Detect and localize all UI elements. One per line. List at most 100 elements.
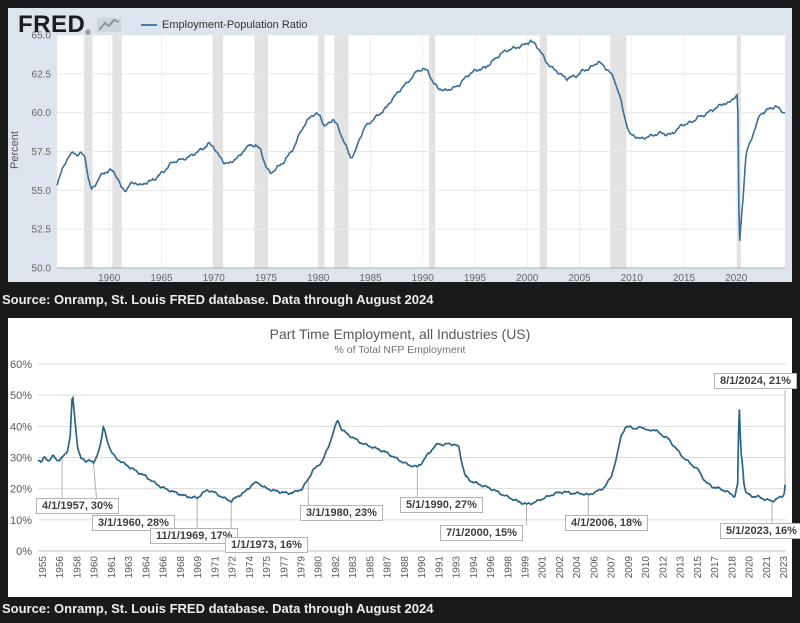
fred-chart-panel: FRED® Employment-Population Ratio Percen… <box>8 8 792 282</box>
x-tick-label: 2015 <box>673 273 696 282</box>
x-tick-label: 1977 <box>279 556 290 579</box>
y-tick-label: 52.5 <box>32 225 52 236</box>
x-tick-label: 2020 <box>745 556 756 579</box>
x-tick-label: 1998 <box>503 556 514 579</box>
x-tick-label: 1980 <box>307 273 330 282</box>
source-note-top: Source: Onramp, St. Louis FRED database.… <box>2 292 434 307</box>
x-tick-label: 1975 <box>262 556 273 579</box>
annotation-callout: 3/1/1980, 23% <box>300 505 383 521</box>
part-time-employment-chart: 0% 10% 20% 30% 40% 50% 60% 1955 1956 1958 1960 1961… <box>10 359 790 579</box>
x-tick-label: 2009 <box>624 556 635 579</box>
x-tick-label: 2010 <box>621 273 644 282</box>
x-tick-label: 1966 <box>159 556 170 579</box>
y-tick-label: 57.5 <box>32 147 52 158</box>
x-tick-label: 1958 <box>72 556 83 579</box>
x-tick-label: 1974 <box>245 556 256 579</box>
x-tick-label: 2015 <box>693 556 704 579</box>
horizontal-gridlines <box>57 34 785 269</box>
chart-title: Part Time Employment, all Industries (US… <box>269 326 531 342</box>
x-tick-label: 1991 <box>434 556 445 579</box>
x-tick-label: 1988 <box>400 556 411 579</box>
x-tick-label: 2013 <box>676 556 687 579</box>
x-tick-label: 2020 <box>725 273 748 282</box>
x-tick-label: 1994 <box>469 556 480 579</box>
x-tick-label: 2000 <box>516 273 539 282</box>
x-tick-label: 2021 <box>762 556 773 579</box>
x-tick-label: 2002 <box>555 556 566 579</box>
y-tick-label: 30% <box>10 453 32 465</box>
employment-population-chart: 50.0 52.5 55.0 57.5 60.0 62.5 65.0 1960 1965 1970… <box>32 31 786 282</box>
y-tick-label: 65.0 <box>32 31 52 42</box>
x-tick-label: 1964 <box>141 556 152 579</box>
chart-subtitle: % of Total NFP Employment <box>334 344 466 356</box>
annotation-callout: 7/1/2000, 15% <box>440 525 523 541</box>
x-tick-label: 1990 <box>417 556 428 579</box>
x-tick-label: 1965 <box>150 273 173 282</box>
x-tick-label: 1982 <box>331 556 342 579</box>
x-tick-label: 1960 <box>90 556 101 579</box>
parttime-chart-panel: Part Time Employment, all Industries (US… <box>8 318 800 597</box>
x-tick-label: 1963 <box>124 556 135 579</box>
x-tick-label: 1970 <box>203 273 226 282</box>
x-tick-label: 1979 <box>296 556 307 579</box>
part-time-series-line <box>37 395 787 506</box>
legend: Employment-Population Ratio <box>141 19 308 31</box>
x-tick-label: 1971 <box>210 556 221 579</box>
x-tick-label: 1990 <box>412 273 435 282</box>
x-tick-label: 2001 <box>538 556 549 579</box>
y-tick-label: 60% <box>10 359 32 371</box>
x-tick-label: 2007 <box>607 556 618 579</box>
x-tick-label: 2023 <box>779 556 790 579</box>
x-tick-label: 1980 <box>314 556 325 579</box>
x-tick-label: 1956 <box>55 556 66 579</box>
y-axis-title: Percent <box>9 131 21 169</box>
x-tick-label: 1985 <box>359 273 382 282</box>
fred-chart-header: FRED® Employment-Population Ratio <box>18 12 308 38</box>
x-tick-label: 2005 <box>568 273 591 282</box>
x-tick-label: 1985 <box>365 556 376 579</box>
x-tick-label: 2004 <box>572 556 583 579</box>
x-tick-label: 1983 <box>348 556 359 579</box>
annotation-callout: 4/1/2006, 18% <box>565 515 648 531</box>
fred-logo-chart-icon <box>97 18 122 32</box>
x-tick-label: 2017 <box>710 556 721 579</box>
annotation-callout: 4/1/1957, 30% <box>36 498 119 514</box>
y-tick-label: 50% <box>10 390 32 402</box>
x-tick-label: 1960 <box>98 273 121 282</box>
x-tick-label: 1975 <box>255 273 278 282</box>
annotation-callout: 1/1/1973, 16% <box>225 537 308 553</box>
registered-mark: ® <box>85 30 92 37</box>
legend-label: Employment-Population Ratio <box>162 19 308 31</box>
y-tick-label: 0% <box>16 546 32 558</box>
y-tick-label: 60.0 <box>32 108 52 119</box>
x-tick-label: 2010 <box>641 556 652 579</box>
x-tick-label: 1969 <box>193 556 204 579</box>
x-tick-label: 2006 <box>589 556 600 579</box>
y-tick-label: 40% <box>10 421 32 433</box>
y-tick-label: 20% <box>10 484 32 496</box>
employment-population-series-line <box>56 39 786 241</box>
x-tick-label: 2012 <box>658 556 669 579</box>
horizontal-gridlines <box>38 363 786 552</box>
y-tick-label: 10% <box>10 515 32 527</box>
fred-logo: FRED® <box>18 11 92 38</box>
x-tick-label: 1968 <box>176 556 187 579</box>
x-tick-label: 1972 <box>228 556 239 579</box>
source-note-bottom: Source: Onramp, St. Louis FRED database.… <box>2 601 434 616</box>
x-tick-label: 1995 <box>464 273 487 282</box>
annotation-callout: 5/1/1990, 27% <box>400 497 483 513</box>
x-tick-label: 1987 <box>383 556 394 579</box>
annotation-callout: 3/1/1960, 28% <box>92 515 175 531</box>
x-tick-label: 2018 <box>727 556 738 579</box>
legend-line-swatch <box>141 24 158 26</box>
annotation-callout: 8/1/2024, 21% <box>714 373 797 389</box>
x-tick-label: 1961 <box>107 556 118 579</box>
annotation-callout: 11/1/1969, 17% <box>150 528 239 544</box>
x-tick-label: 1996 <box>486 556 497 579</box>
x-tick-label: 1999 <box>521 556 532 579</box>
x-tick-label: 1993 <box>452 556 463 579</box>
y-tick-label: 55.0 <box>32 186 52 197</box>
x-tick-label: 1955 <box>38 556 49 579</box>
annotation-callout: 5/1/2023, 16% <box>720 523 800 539</box>
